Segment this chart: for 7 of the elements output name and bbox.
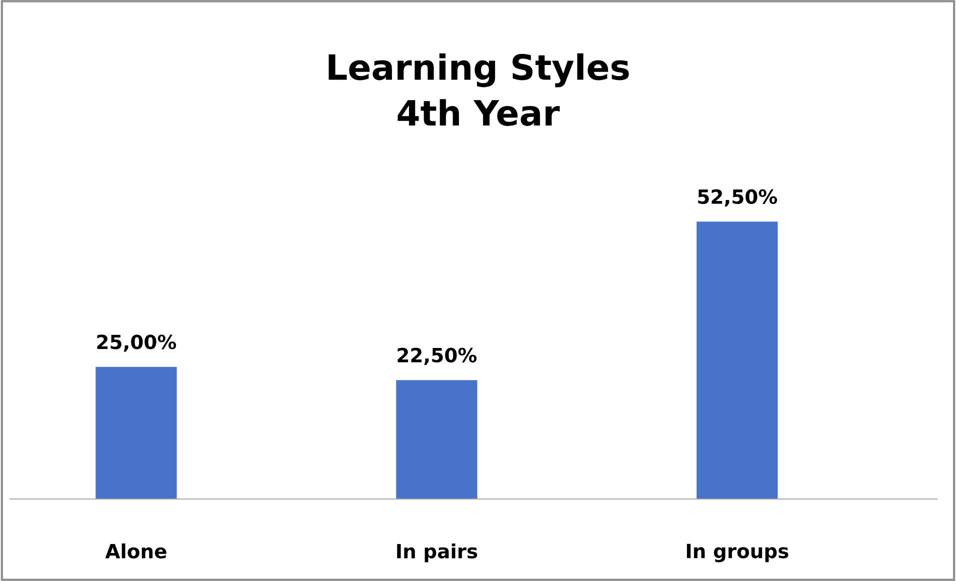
data-label: 52,50% <box>698 189 778 206</box>
data-label: 22,50% <box>398 348 477 365</box>
data-label: 25,00% <box>97 334 176 352</box>
x-tick-label: In groups <box>686 544 788 562</box>
chart-title: Learning Styles 4th Year <box>328 53 629 126</box>
x-tick-label: In pairs <box>397 543 478 562</box>
x-tick-label: Alone <box>105 543 166 558</box>
